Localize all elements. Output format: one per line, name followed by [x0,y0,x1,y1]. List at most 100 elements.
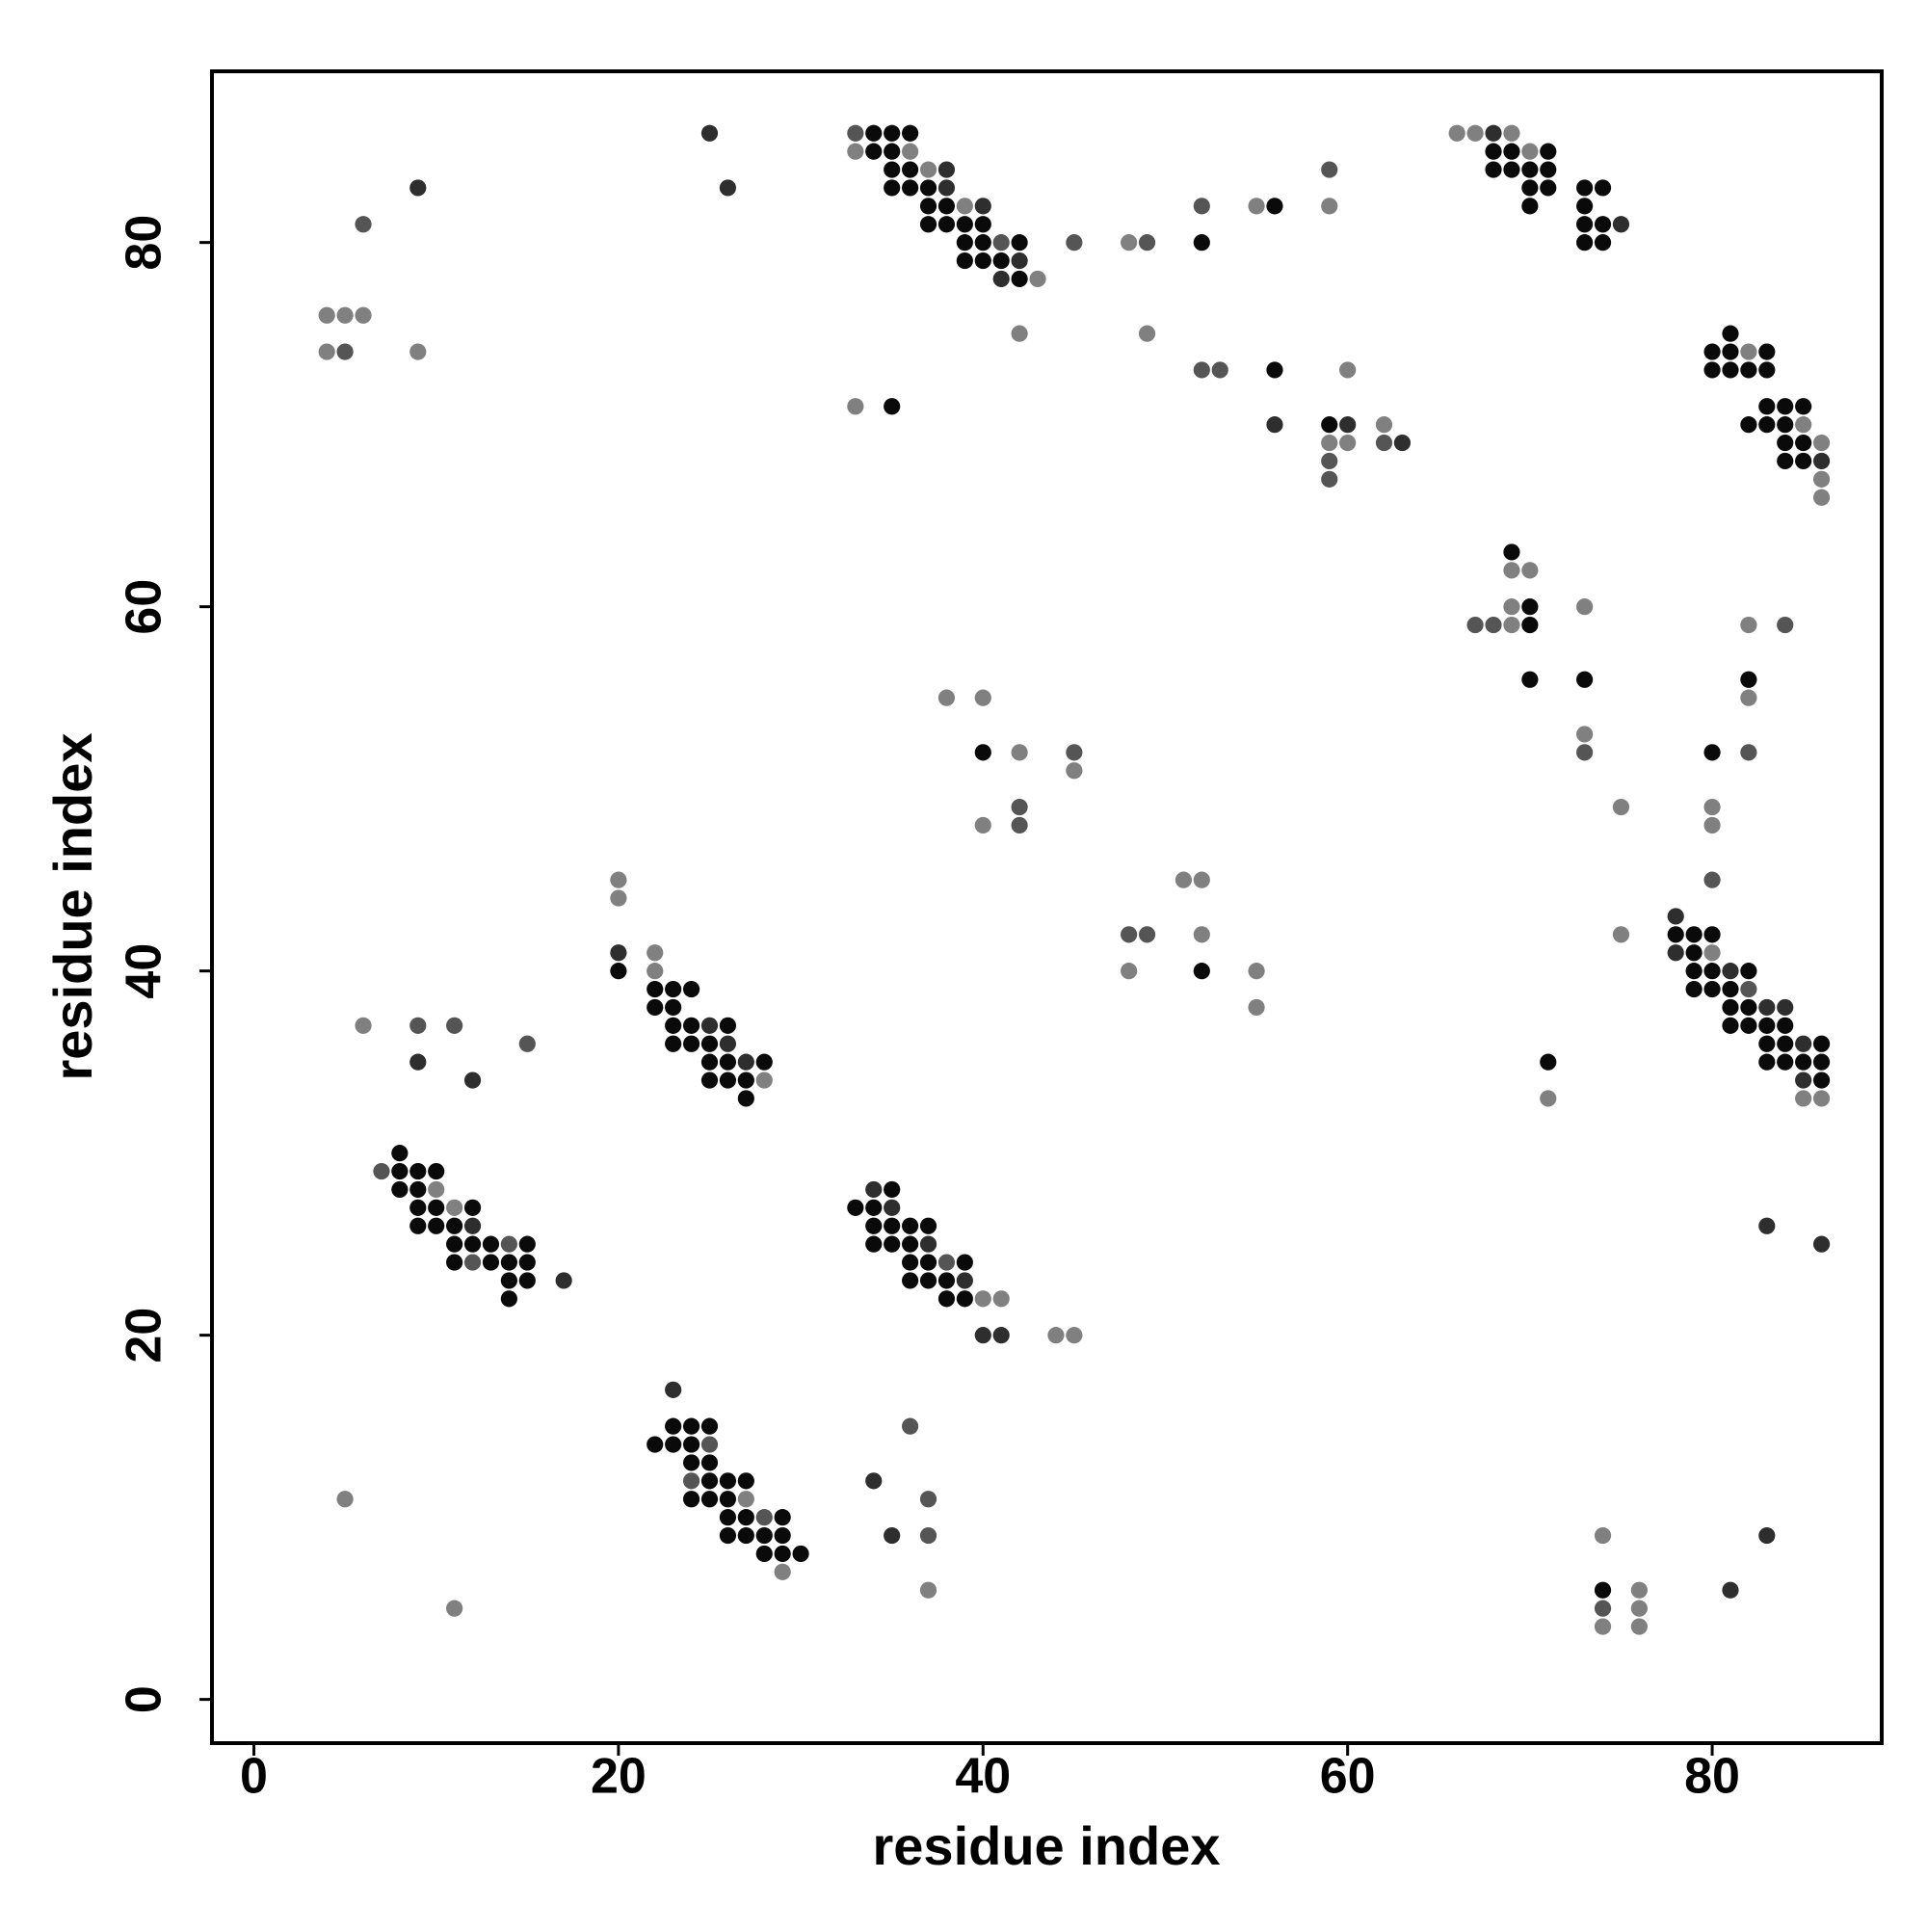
point [1576,179,1594,197]
point [937,1254,956,1271]
point [902,161,919,178]
point [409,343,427,360]
y-axis-title: residue index [42,732,103,1080]
point [902,124,919,142]
point [1503,143,1520,160]
point [391,1145,409,1162]
point [446,1600,463,1617]
point [1722,1017,1739,1034]
point [865,1235,883,1253]
point [1740,416,1757,434]
point [937,161,956,178]
point [665,980,682,998]
point [1321,161,1338,178]
point [409,179,427,197]
point [1722,325,1739,342]
point [1540,143,1557,160]
point [1795,1053,1812,1071]
point [956,1290,973,1308]
point [518,1254,536,1271]
point [482,1254,500,1271]
point [1503,124,1520,142]
point [1339,361,1357,379]
point [1740,1017,1757,1034]
point [1066,762,1083,780]
point [1703,963,1721,980]
point [1248,963,1265,980]
point [1777,1053,1794,1071]
point [500,1290,517,1308]
point [1321,434,1338,452]
point [992,234,1010,251]
point [1722,343,1739,360]
y-tick-label: 40 [117,943,172,999]
point [1540,1090,1557,1107]
point [719,1035,737,1052]
point [1521,198,1539,215]
point [1722,980,1739,998]
point [1321,452,1338,470]
point [737,1491,754,1508]
point [1576,744,1594,761]
point [610,944,627,962]
point [865,1180,883,1199]
x-tick-label: 0 [240,1749,268,1805]
point [610,871,627,888]
point [1175,871,1192,888]
point [1630,1581,1648,1599]
point [974,1327,991,1344]
point [919,216,937,233]
point [919,1581,937,1599]
point [1576,234,1594,251]
point [1795,1035,1812,1052]
point [884,1180,901,1199]
point [1795,1072,1812,1089]
point [847,143,864,160]
point [1193,198,1210,215]
point [1121,963,1138,980]
point [1266,361,1283,379]
point [1795,452,1812,470]
point [428,1180,445,1199]
point [719,1053,737,1071]
point [1485,616,1502,634]
point [1594,1618,1612,1635]
point [992,1327,1010,1344]
point [1047,1327,1065,1344]
point [1576,671,1594,688]
point [1576,726,1594,743]
point [992,1290,1010,1308]
point [700,1017,719,1034]
point [1703,871,1721,888]
point [919,1491,937,1508]
point [919,1272,937,1289]
point [1740,963,1757,980]
point [482,1235,500,1253]
point [1339,434,1357,452]
point [974,216,991,233]
point [1266,416,1283,434]
point [719,1072,737,1089]
point [974,744,991,761]
point [847,398,864,415]
point [647,1436,664,1453]
point [719,1491,737,1508]
point [1339,416,1357,434]
point [1594,216,1612,233]
point [1540,161,1557,178]
point [682,1454,700,1471]
point [428,1199,445,1216]
y-tick-label: 60 [117,579,172,635]
point [919,1217,937,1234]
point [737,1472,754,1490]
point [937,179,956,197]
point [700,1491,719,1508]
point [1795,416,1812,434]
point [1011,270,1028,288]
point [1011,234,1028,251]
point [1121,926,1138,943]
point [992,251,1010,270]
x-tick-label: 40 [955,1749,1011,1805]
point [355,1017,372,1034]
